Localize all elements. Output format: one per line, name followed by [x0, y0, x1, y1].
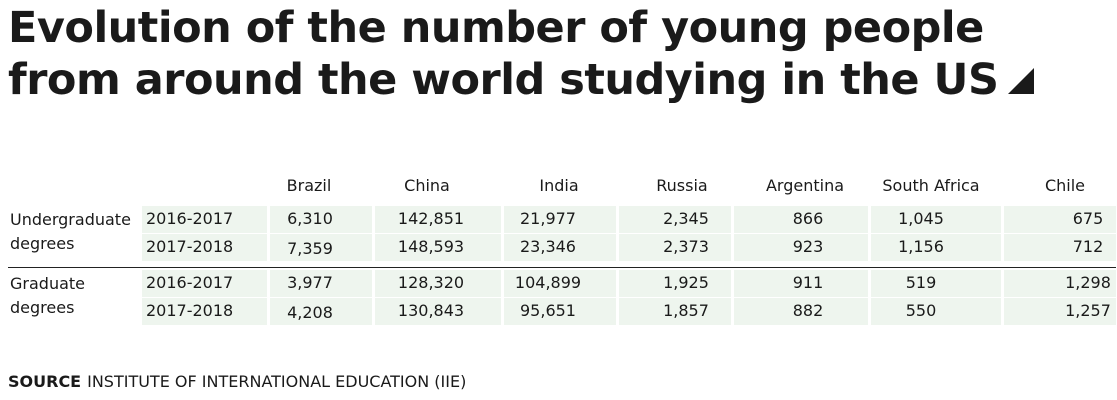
source-note: SOURCE INSTITUTE OF INTERNATIONAL EDUCATI… — [8, 372, 466, 392]
cell-band — [871, 234, 1001, 261]
table-cell-value: 519 — [905, 273, 937, 292]
year-label: 2017-2018 — [146, 301, 234, 320]
source-text: INSTITUTE OF INTERNATIONAL EDUCATION (II… — [87, 372, 467, 391]
cell-band — [504, 298, 616, 325]
year-label: 2016-2017 — [146, 209, 234, 228]
table-cell-value: 130,843 — [397, 301, 465, 320]
cell-band — [270, 298, 372, 325]
chart-title: Evolution of the number of young people … — [8, 2, 1108, 106]
cell-band — [375, 270, 501, 297]
triangle-icon — [1008, 68, 1035, 94]
cell-band — [504, 234, 616, 261]
table-cell-value: 148,593 — [397, 237, 465, 256]
row-band — [142, 298, 267, 325]
table-cell-value: 2,373 — [663, 237, 709, 256]
chart-title-text: Evolution of the number of young people … — [8, 3, 999, 105]
cell-band — [270, 234, 372, 261]
cell-band — [734, 206, 868, 233]
table-cell-value: 1,857 — [663, 301, 709, 320]
table-cell-value: 1,045 — [898, 209, 944, 228]
group-divider — [8, 267, 1116, 268]
table-cell-value: 128,320 — [397, 273, 465, 292]
table-cell-value: 23,346 — [520, 237, 576, 256]
table-cell-value: 712 — [1072, 237, 1104, 256]
table-cell-value: 104,899 — [514, 273, 582, 292]
cell-band — [619, 298, 731, 325]
table-cell-value: 2,345 — [663, 209, 709, 228]
table-cell-value: 3,977 — [287, 273, 333, 292]
column-header: Argentina — [765, 176, 845, 195]
table-cell-value: 1,925 — [663, 273, 709, 292]
table-cell-value: 1,257 — [1065, 301, 1111, 320]
table-cell-value: 1,298 — [1065, 273, 1111, 292]
table-cell-value: 21,977 — [520, 209, 576, 228]
year-label: 2017-2018 — [146, 237, 234, 256]
cell-band — [504, 270, 616, 297]
table-cell-value: 550 — [905, 301, 937, 320]
column-header: South Africa — [882, 176, 980, 195]
column-header: Chile — [1044, 176, 1086, 195]
cell-band — [871, 270, 1001, 297]
column-header: India — [539, 176, 579, 195]
cell-band — [375, 234, 501, 261]
cell-band — [871, 298, 1001, 325]
row-band — [142, 270, 267, 297]
table-cell-value: 6,310 — [287, 209, 333, 228]
row-band — [142, 234, 267, 261]
row-band — [142, 206, 267, 233]
cell-band — [1004, 270, 1116, 297]
cell-band — [270, 270, 372, 297]
cell-band — [375, 298, 501, 325]
cell-band — [734, 298, 868, 325]
table-cell-value: 7,359 — [287, 239, 333, 258]
column-header: Russia — [656, 176, 708, 195]
table-cell-value: 1,156 — [898, 237, 944, 256]
table-cell-value: 4,208 — [287, 303, 333, 322]
cell-band — [1004, 234, 1116, 261]
cell-band — [619, 206, 731, 233]
cell-band — [734, 270, 868, 297]
year-label: 2016-2017 — [146, 273, 234, 292]
cell-band — [1004, 298, 1116, 325]
table-cell-value: 923 — [792, 237, 824, 256]
cell-band — [619, 234, 731, 261]
group-label: Graduate degrees — [10, 274, 85, 317]
cell-band — [270, 206, 372, 233]
group-label: Undergraduate degrees — [10, 210, 131, 253]
source-label: SOURCE — [8, 372, 82, 391]
cell-band — [619, 270, 731, 297]
column-header: Brazil — [286, 176, 332, 195]
cell-band — [1004, 206, 1116, 233]
table-cell-value: 911 — [792, 273, 824, 292]
table-cell-value: 142,851 — [397, 209, 465, 228]
cell-band — [871, 206, 1001, 233]
cell-band — [504, 206, 616, 233]
table-cell-value: 95,651 — [520, 301, 576, 320]
table-cell-value: 882 — [792, 301, 824, 320]
table-cell-value: 675 — [1072, 209, 1104, 228]
cell-band — [375, 206, 501, 233]
column-header: China — [404, 176, 450, 195]
table-cell-value: 866 — [792, 209, 824, 228]
data-table: Brazil China India Russia Argentina South Afr… — [8, 172, 1116, 332]
cell-band — [734, 234, 868, 261]
